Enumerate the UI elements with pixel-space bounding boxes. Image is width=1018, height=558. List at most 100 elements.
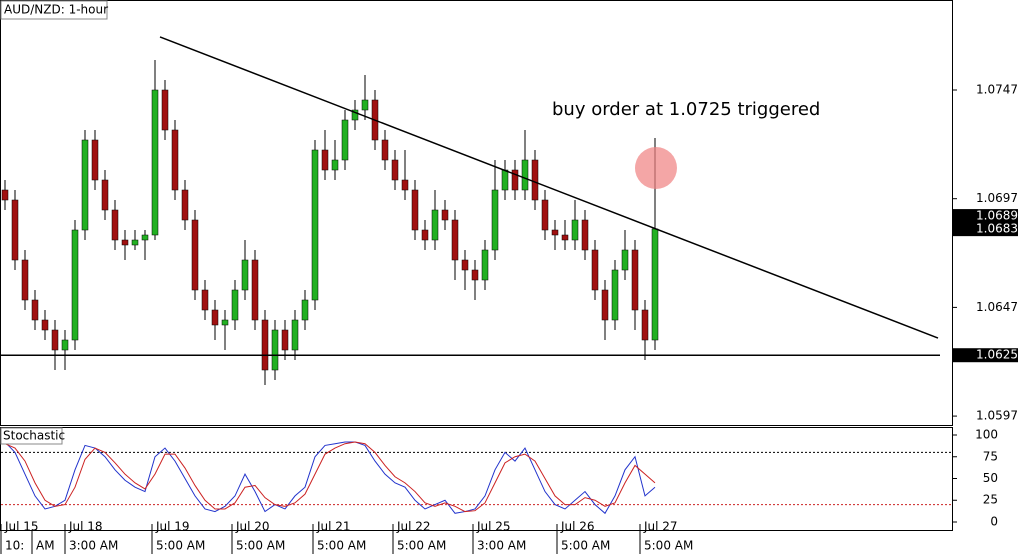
candle-body [131, 239, 139, 246]
candle-body [111, 209, 119, 241]
candle-body [541, 199, 549, 231]
candle-body [231, 289, 239, 321]
candle-body [461, 259, 469, 271]
time-label: 10: [5, 539, 24, 553]
candle-body [341, 119, 349, 161]
candle-body [611, 269, 619, 321]
y-tick-label: 1.0747 [976, 83, 1018, 97]
time-label: 5:00 AM [561, 539, 610, 553]
candle-body [261, 319, 269, 371]
date-label: Jul 26 [560, 520, 595, 534]
price-marker-box [953, 222, 1018, 237]
candle-body [51, 329, 59, 351]
stoch-line [4, 441, 656, 513]
candle-body [41, 319, 49, 331]
stoch-y-tick-label: 75 [983, 449, 998, 463]
candle-body [501, 169, 509, 191]
candle-body [61, 339, 69, 351]
price-panel [0, 0, 953, 426]
date-label: Jul 18 [68, 520, 103, 534]
candle-body [361, 99, 369, 111]
candle-body [171, 129, 179, 191]
candle-body [241, 259, 249, 291]
candle-body [451, 219, 459, 261]
candle-body [651, 228, 659, 341]
y-tick-label: 1.0647 [976, 300, 1018, 314]
candle-body [601, 289, 609, 321]
candle-body [621, 249, 629, 271]
date-label: Jul 25 [476, 520, 511, 534]
stoch-title: Stochastic [3, 429, 65, 443]
stochastic-panel [0, 427, 953, 531]
title-box [0, 0, 108, 20]
candle-body [81, 139, 89, 231]
candle-body [71, 229, 79, 341]
candle-body [161, 89, 169, 131]
candle-body [631, 249, 639, 311]
date-label: Jul 27 [643, 520, 678, 534]
candle-body [1, 189, 9, 201]
date-label: Jul 15 [4, 520, 39, 534]
date-label: Jul 20 [235, 520, 270, 534]
trigger-highlight [635, 147, 677, 189]
candle-body [221, 319, 229, 326]
candle-body [91, 139, 99, 181]
candle-body [181, 189, 189, 221]
candle-body [141, 234, 149, 241]
time-label: 3:00 AM [477, 539, 526, 553]
candle-body [201, 289, 209, 311]
candle-body [301, 299, 309, 321]
trendline [159, 36, 939, 339]
candle-body [561, 234, 569, 241]
candle-body [581, 219, 589, 251]
candle-body [31, 299, 39, 321]
price-marker-label: 1.0689 [976, 209, 1018, 223]
y-tick-label: 1.0697 [976, 191, 1018, 205]
candle-body [331, 159, 339, 171]
price-marker-box [953, 348, 1018, 363]
candle-body [481, 249, 489, 281]
time-label: 5:00 AM [317, 539, 366, 553]
date-label: Jul 21 [316, 520, 351, 534]
candle-body [351, 109, 359, 121]
time-label: 5:00 AM [644, 539, 693, 553]
candle-body [391, 159, 399, 181]
stoch-y-tick-label: 0 [990, 514, 998, 528]
stoch-y-tick-label: 50 [983, 471, 998, 485]
stoch-y-tick-label: 100 [975, 428, 998, 442]
y-tick-label: 1.0597 [976, 409, 1018, 423]
candle-body [471, 269, 479, 281]
annotation: buy order at 1.0725 triggered [552, 99, 820, 120]
time-label: 5:00 AM [397, 539, 446, 553]
time-label: 5:00 AM [236, 539, 285, 553]
candle-body [271, 329, 279, 371]
candle-body [431, 209, 439, 241]
candle-body [311, 149, 319, 301]
candle-body [291, 319, 299, 351]
candle-body [571, 219, 579, 241]
time-label: AM [36, 539, 55, 553]
candle-body [151, 89, 159, 236]
candle-body [11, 199, 19, 261]
candle-body [551, 229, 559, 236]
date-label: Jul 19 [155, 520, 190, 534]
price-marker-box [953, 209, 1018, 224]
candle-body [251, 259, 259, 321]
candle-body [401, 179, 409, 191]
date-label: Jul 22 [396, 520, 431, 534]
candle-body [441, 209, 449, 221]
chart-title: AUD/NZD: 1-hour [4, 3, 108, 17]
stoch-y-tick-label: 25 [983, 493, 998, 507]
candle-body [281, 329, 289, 351]
candle-body [191, 219, 199, 291]
candle-body [101, 179, 109, 211]
price-marker-label: 1.0683 [976, 222, 1018, 236]
candle-body [121, 239, 129, 246]
candle-body [491, 189, 499, 251]
candle-body [641, 309, 649, 341]
candle-body [421, 229, 429, 241]
candle-body [531, 159, 539, 201]
stoch-title-box [0, 427, 63, 445]
stoch-line [4, 441, 656, 515]
